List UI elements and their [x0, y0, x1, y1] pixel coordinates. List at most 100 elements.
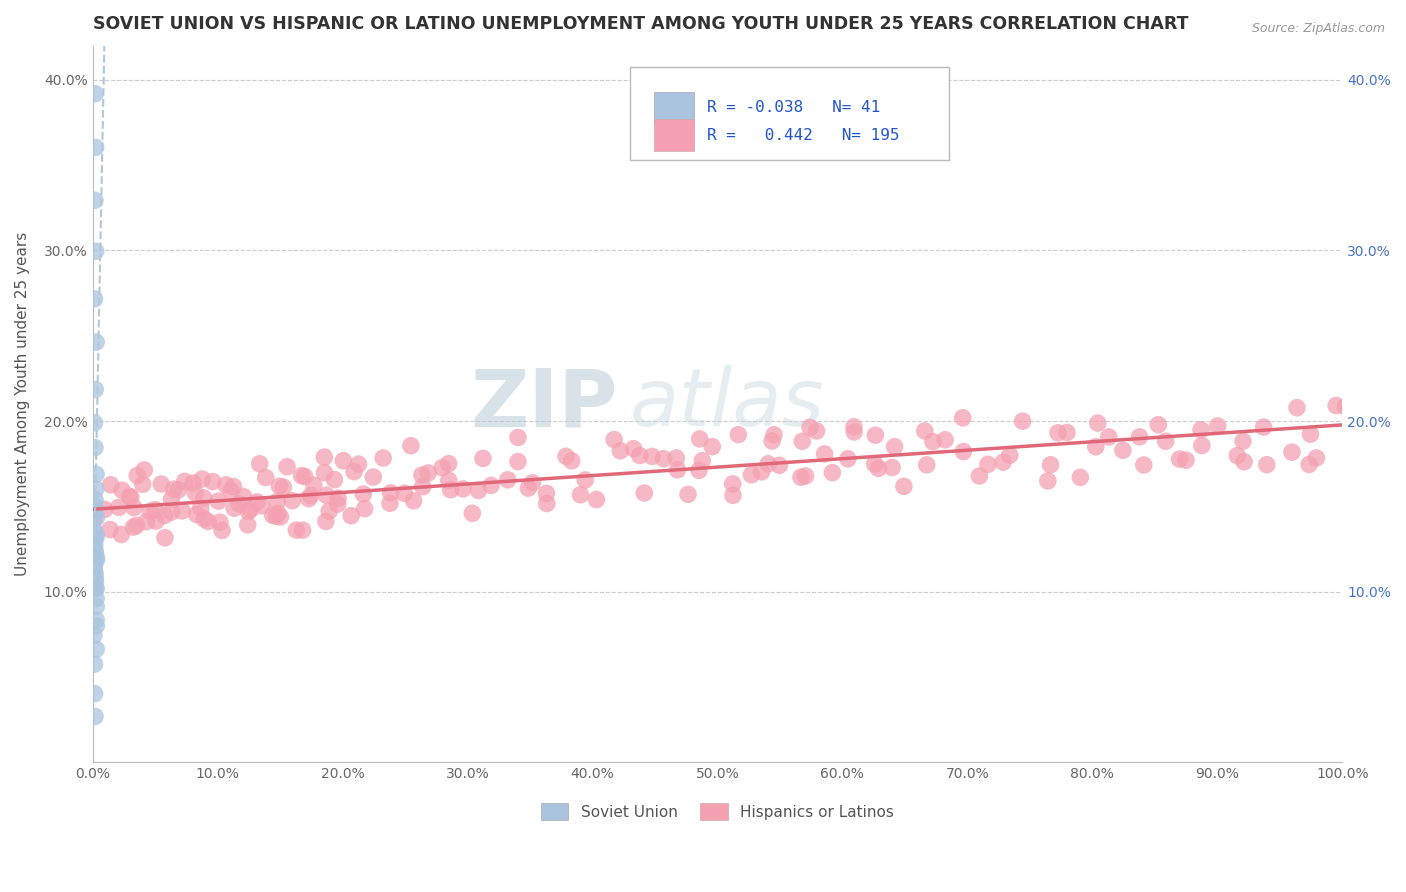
- Point: [84, 87, 107, 101]
- Point: [418, 466, 440, 480]
- Point: [84, 531, 107, 545]
- Point: [380, 486, 402, 500]
- Point: [574, 473, 596, 487]
- Point: [411, 468, 433, 483]
- Point: [186, 508, 208, 522]
- Point: [83, 687, 105, 701]
- Point: [496, 473, 519, 487]
- FancyBboxPatch shape: [630, 67, 949, 161]
- Point: [236, 517, 259, 532]
- Point: [1039, 458, 1062, 472]
- Point: [792, 434, 814, 449]
- Point: [302, 478, 325, 492]
- Point: [347, 457, 370, 471]
- Point: [628, 449, 651, 463]
- Point: [1298, 458, 1320, 472]
- Point: [863, 457, 886, 471]
- Point: [294, 469, 316, 483]
- FancyBboxPatch shape: [654, 120, 693, 151]
- Point: [842, 419, 865, 434]
- Point: [190, 500, 212, 515]
- Point: [323, 473, 346, 487]
- Point: [84, 552, 107, 566]
- Point: [506, 430, 529, 444]
- Point: [239, 502, 262, 516]
- Point: [285, 523, 308, 537]
- FancyBboxPatch shape: [654, 92, 693, 123]
- Point: [111, 483, 134, 498]
- Point: [84, 613, 107, 627]
- Point: [167, 483, 190, 497]
- Point: [688, 463, 710, 477]
- Point: [461, 506, 484, 520]
- Point: [1098, 430, 1121, 444]
- Point: [666, 463, 689, 477]
- Point: [665, 450, 688, 465]
- Point: [314, 466, 336, 480]
- Point: [86, 551, 108, 566]
- Point: [326, 491, 349, 506]
- Point: [84, 244, 107, 259]
- Point: [821, 466, 844, 480]
- Point: [110, 527, 132, 541]
- Point: [536, 486, 558, 500]
- Point: [998, 448, 1021, 462]
- Point: [315, 488, 337, 502]
- Point: [118, 489, 141, 503]
- Point: [84, 582, 107, 596]
- Y-axis label: Unemployment Among Youth under 25 years: Unemployment Among Youth under 25 years: [15, 232, 30, 576]
- Point: [84, 194, 107, 208]
- Text: R = -0.038   N= 41: R = -0.038 N= 41: [707, 100, 880, 115]
- Point: [83, 533, 105, 547]
- Point: [83, 499, 105, 513]
- Point: [84, 571, 107, 585]
- Point: [134, 463, 156, 477]
- Point: [262, 508, 284, 523]
- Point: [269, 509, 291, 524]
- Point: [84, 582, 107, 596]
- Point: [1299, 427, 1322, 442]
- Point: [1233, 455, 1256, 469]
- Point: [181, 476, 204, 491]
- Point: [1128, 430, 1150, 444]
- Point: [1087, 416, 1109, 430]
- Point: [479, 478, 502, 492]
- Point: [83, 628, 105, 642]
- Point: [361, 470, 384, 484]
- Text: SOVIET UNION VS HISPANIC OR LATINO UNEMPLOYMENT AMONG YOUTH UNDER 25 YEARS CORRE: SOVIET UNION VS HISPANIC OR LATINO UNEMP…: [93, 15, 1188, 33]
- Point: [191, 472, 214, 486]
- Point: [373, 450, 395, 465]
- Point: [314, 450, 336, 464]
- Point: [83, 505, 105, 519]
- Point: [790, 470, 813, 484]
- Point: [84, 527, 107, 541]
- Point: [991, 455, 1014, 469]
- Point: [184, 485, 207, 500]
- Point: [298, 491, 321, 506]
- Point: [472, 451, 495, 466]
- Point: [1253, 420, 1275, 434]
- Point: [246, 495, 269, 509]
- Point: [267, 507, 290, 521]
- Point: [1206, 419, 1229, 434]
- Point: [1232, 434, 1254, 449]
- Point: [412, 480, 434, 494]
- Point: [238, 504, 260, 518]
- Point: [609, 443, 631, 458]
- Point: [228, 497, 250, 511]
- Point: [1036, 474, 1059, 488]
- Point: [1334, 400, 1357, 414]
- Point: [727, 427, 749, 442]
- Point: [84, 642, 107, 657]
- Point: [122, 500, 145, 515]
- Point: [222, 480, 245, 494]
- Point: [352, 487, 374, 501]
- Point: [813, 447, 835, 461]
- Point: [197, 515, 219, 529]
- Point: [761, 434, 783, 448]
- Point: [84, 543, 107, 558]
- Point: [1281, 445, 1303, 459]
- Point: [193, 491, 215, 505]
- Point: [84, 709, 107, 723]
- Point: [153, 508, 176, 523]
